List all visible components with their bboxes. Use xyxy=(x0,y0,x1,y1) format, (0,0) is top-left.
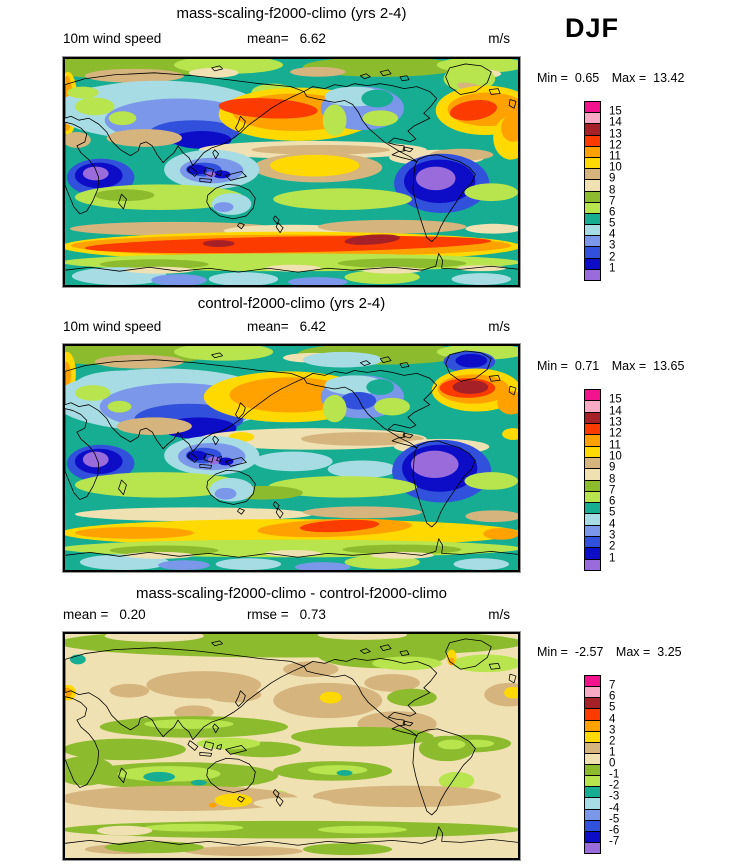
coastline xyxy=(65,63,518,273)
contour-field xyxy=(65,59,518,285)
colorbar-tick-label: 2 xyxy=(609,250,616,263)
panel3-min-value: -2.57 xyxy=(574,645,604,659)
colorbar-tick-label: 3 xyxy=(609,529,616,542)
colorbar-tick-label: 11 xyxy=(609,438,621,451)
colorbar-tick-label: -6 xyxy=(609,824,620,836)
map-canvas xyxy=(65,346,518,570)
panel1-mean-stat: mean= 6.62 xyxy=(247,31,326,46)
panel2-minmax: Min = 0.71 Max = 13.65 xyxy=(537,359,685,373)
colorbar-tick-label: 3 xyxy=(609,239,616,252)
panel2-max-value: 13.65 xyxy=(653,359,685,373)
colorbar-tick-label: 15 xyxy=(609,393,622,406)
map-control-f2000-climo xyxy=(62,343,521,573)
colorbar-tick-label: 4 xyxy=(609,228,616,241)
panel2-colorbar: 15 14 13 12 11 10 9 8 7 6 5 4 3 2 1 xyxy=(584,389,622,571)
colorbar-tick-label: 10 xyxy=(609,161,622,174)
panel2-header: 10m wind speed mean= 6.42 m/s xyxy=(63,319,520,335)
panel3-mean-stat: mean = 0.20 xyxy=(63,607,146,622)
map-canvas xyxy=(65,634,518,858)
colorbar-box xyxy=(584,268,601,281)
colorbar-tick-label: -7 xyxy=(609,835,620,848)
map-canvas xyxy=(65,59,518,285)
colorbar-tick-label: 8 xyxy=(609,183,616,196)
map-mass-scaling-f2000-climo xyxy=(62,56,521,288)
panel1-minmax: Min = 0.65 Max = 13.42 xyxy=(537,71,685,85)
colorbar-tick-label: 1 xyxy=(609,551,616,564)
map-difference xyxy=(62,631,521,861)
panel3-minmax: Min = -2.57 Max = 3.25 xyxy=(537,645,682,659)
panel1-header: 10m wind speed mean= 6.62 m/s xyxy=(63,31,520,47)
panel3-colorbar: 7 6 5 4 3 2 1 0 -1 -2 -3 -4 -5 -6 -7 xyxy=(584,675,619,854)
panel2-units-label: m/s xyxy=(488,319,510,334)
colorbar-tick-label: 7 xyxy=(609,679,616,692)
colorbar-tick-label: 3 xyxy=(609,723,616,736)
colorbar-tick-label: 2 xyxy=(609,540,616,553)
panel3-header: mean = 0.20 rmse = 0.73 m/s xyxy=(63,607,520,623)
season-label: DJF xyxy=(565,13,620,43)
colorbar-tick-label: 5 xyxy=(609,506,616,519)
colorbar-tick-label: 7 xyxy=(609,484,616,497)
colorbar-tick-label: 4 xyxy=(609,712,616,725)
panel3-units-label: m/s xyxy=(488,607,510,622)
colorbar-tick-label: -5 xyxy=(609,812,620,825)
panel3-rmse-value: 0.73 xyxy=(299,607,326,622)
panel2-title: control-f2000-climo (yrs 2-4) xyxy=(197,295,386,312)
colorbar-tick-label: -2 xyxy=(609,779,620,792)
colorbar-tick-label: -4 xyxy=(609,801,620,814)
colorbar-tick-label: 6 xyxy=(609,495,616,508)
colorbar-tick-label: 9 xyxy=(609,172,616,185)
colorbar-tick-label: 10 xyxy=(609,450,622,463)
panel1-units-label: m/s xyxy=(488,31,510,46)
colorbar-tick-label: 5 xyxy=(609,217,616,230)
colorbar-tick-label: 2 xyxy=(609,735,616,747)
coastline xyxy=(65,638,518,846)
panel3-max-value: 3.25 xyxy=(657,645,682,659)
colorbar-tick-label: 1 xyxy=(609,262,616,275)
colorbar-tick-label: 0 xyxy=(609,757,616,770)
panel1-colorbar: 15 14 13 12 11 10 9 8 7 6 5 4 3 2 1 xyxy=(584,101,622,281)
colorbar-tick-label: -1 xyxy=(609,768,620,781)
panel1-variable-label: 10m wind speed xyxy=(63,31,162,46)
contour-field xyxy=(65,346,518,570)
colorbar-tick-label: 4 xyxy=(609,518,616,530)
colorbar-box xyxy=(584,841,601,854)
panel2-min-value: 0.71 xyxy=(574,359,600,373)
colorbar-tick-label: 14 xyxy=(609,404,622,417)
colorbar-tick-label: 6 xyxy=(609,690,616,703)
colorbar-tick-label: 1 xyxy=(609,746,616,759)
panel1-min-value: 0.65 xyxy=(574,71,600,85)
colorbar-tick-label: 6 xyxy=(609,206,616,219)
coastline xyxy=(65,350,518,558)
colorbar-tick-label: 11 xyxy=(609,150,621,163)
colorbar-tick-label: 15 xyxy=(609,105,622,118)
colorbar-tick-label: 13 xyxy=(609,416,622,429)
colorbar-tick-label: -3 xyxy=(609,790,620,803)
panel1-title: mass-scaling-f2000-climo (yrs 2-4) xyxy=(176,5,407,22)
colorbar-tick-label: 12 xyxy=(609,427,622,440)
panel3-rmse-stat: rmse = 0.73 xyxy=(247,607,326,622)
colorbar-tick-label: 8 xyxy=(609,472,616,485)
panel2-variable-label: 10m wind speed xyxy=(63,319,162,334)
panel1-max-value: 13.42 xyxy=(653,71,685,85)
colorbar-box xyxy=(584,558,601,571)
colorbar-tick-label: 7 xyxy=(609,194,616,207)
panel3-mean-value: 0.20 xyxy=(119,607,146,622)
panel2-mean-value: 6.42 xyxy=(299,319,326,334)
panel1-mean-value: 6.62 xyxy=(299,31,326,46)
panel2-mean-stat: mean= 6.42 xyxy=(247,319,326,334)
colorbar-tick-label: 13 xyxy=(609,127,622,140)
panel3-title: mass-scaling-f2000-climo - control-f2000… xyxy=(136,585,447,602)
colorbar-tick-label: 5 xyxy=(609,701,616,714)
colorbar-tick-label: 9 xyxy=(609,461,616,474)
colorbar-tick-label: 14 xyxy=(609,116,622,129)
colorbar-tick-label: 12 xyxy=(609,139,622,151)
